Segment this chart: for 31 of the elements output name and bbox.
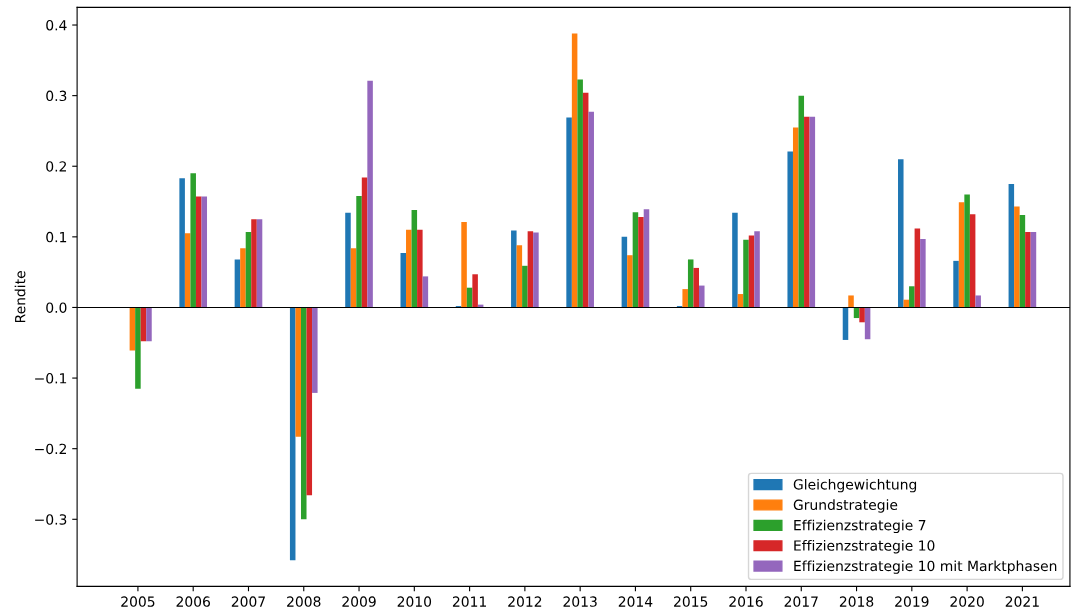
- y-tick-label: −0.3: [35, 514, 67, 525]
- x-tick-label: 2019: [895, 596, 929, 607]
- x-tick-label: 2009: [342, 596, 376, 607]
- x-tick-label: 2020: [950, 596, 984, 607]
- x-tick-label: 2021: [1005, 596, 1039, 607]
- x-tick-label: 2017: [784, 596, 818, 607]
- x-tick-label: 2010: [397, 596, 432, 607]
- y-axis-title: Rendite: [14, 271, 26, 323]
- x-tick-label: 2014: [618, 596, 653, 607]
- x-tick-label: 2012: [508, 596, 542, 607]
- x-tick-label: 2015: [674, 596, 708, 607]
- y-tick-label: 0.1: [46, 231, 67, 243]
- legend-label: Grundstrategie: [793, 499, 898, 513]
- y-tick-label: 0.3: [46, 90, 67, 102]
- legend-label: Gleichgewichtung: [793, 478, 917, 493]
- legend-label: Effizienzstrategie 10: [794, 540, 935, 554]
- y-tick-label: −0.1: [35, 373, 67, 384]
- y-tick-label: 0.2: [46, 161, 66, 172]
- x-tick-label: 2016: [729, 596, 763, 607]
- x-tick-label: 2006: [176, 596, 210, 607]
- y-tick-label: 0.0: [46, 302, 67, 313]
- x-tick-label: 2018: [839, 596, 874, 607]
- x-tick-label: 2005: [121, 596, 155, 607]
- x-tick-label: 2008: [287, 596, 321, 607]
- x-tick-label: 2011: [452, 596, 486, 607]
- x-tick-label: 2013: [563, 596, 597, 607]
- x-tick-label: 2007: [231, 596, 265, 607]
- legend-label: Effizienzstrategie 7: [794, 519, 926, 534]
- legend-label: Effizienzstrategie 10 mit Marktphasen: [794, 560, 1057, 574]
- y-tick-label: 0.4: [46, 19, 67, 31]
- y-tick-label: −0.2: [35, 443, 66, 455]
